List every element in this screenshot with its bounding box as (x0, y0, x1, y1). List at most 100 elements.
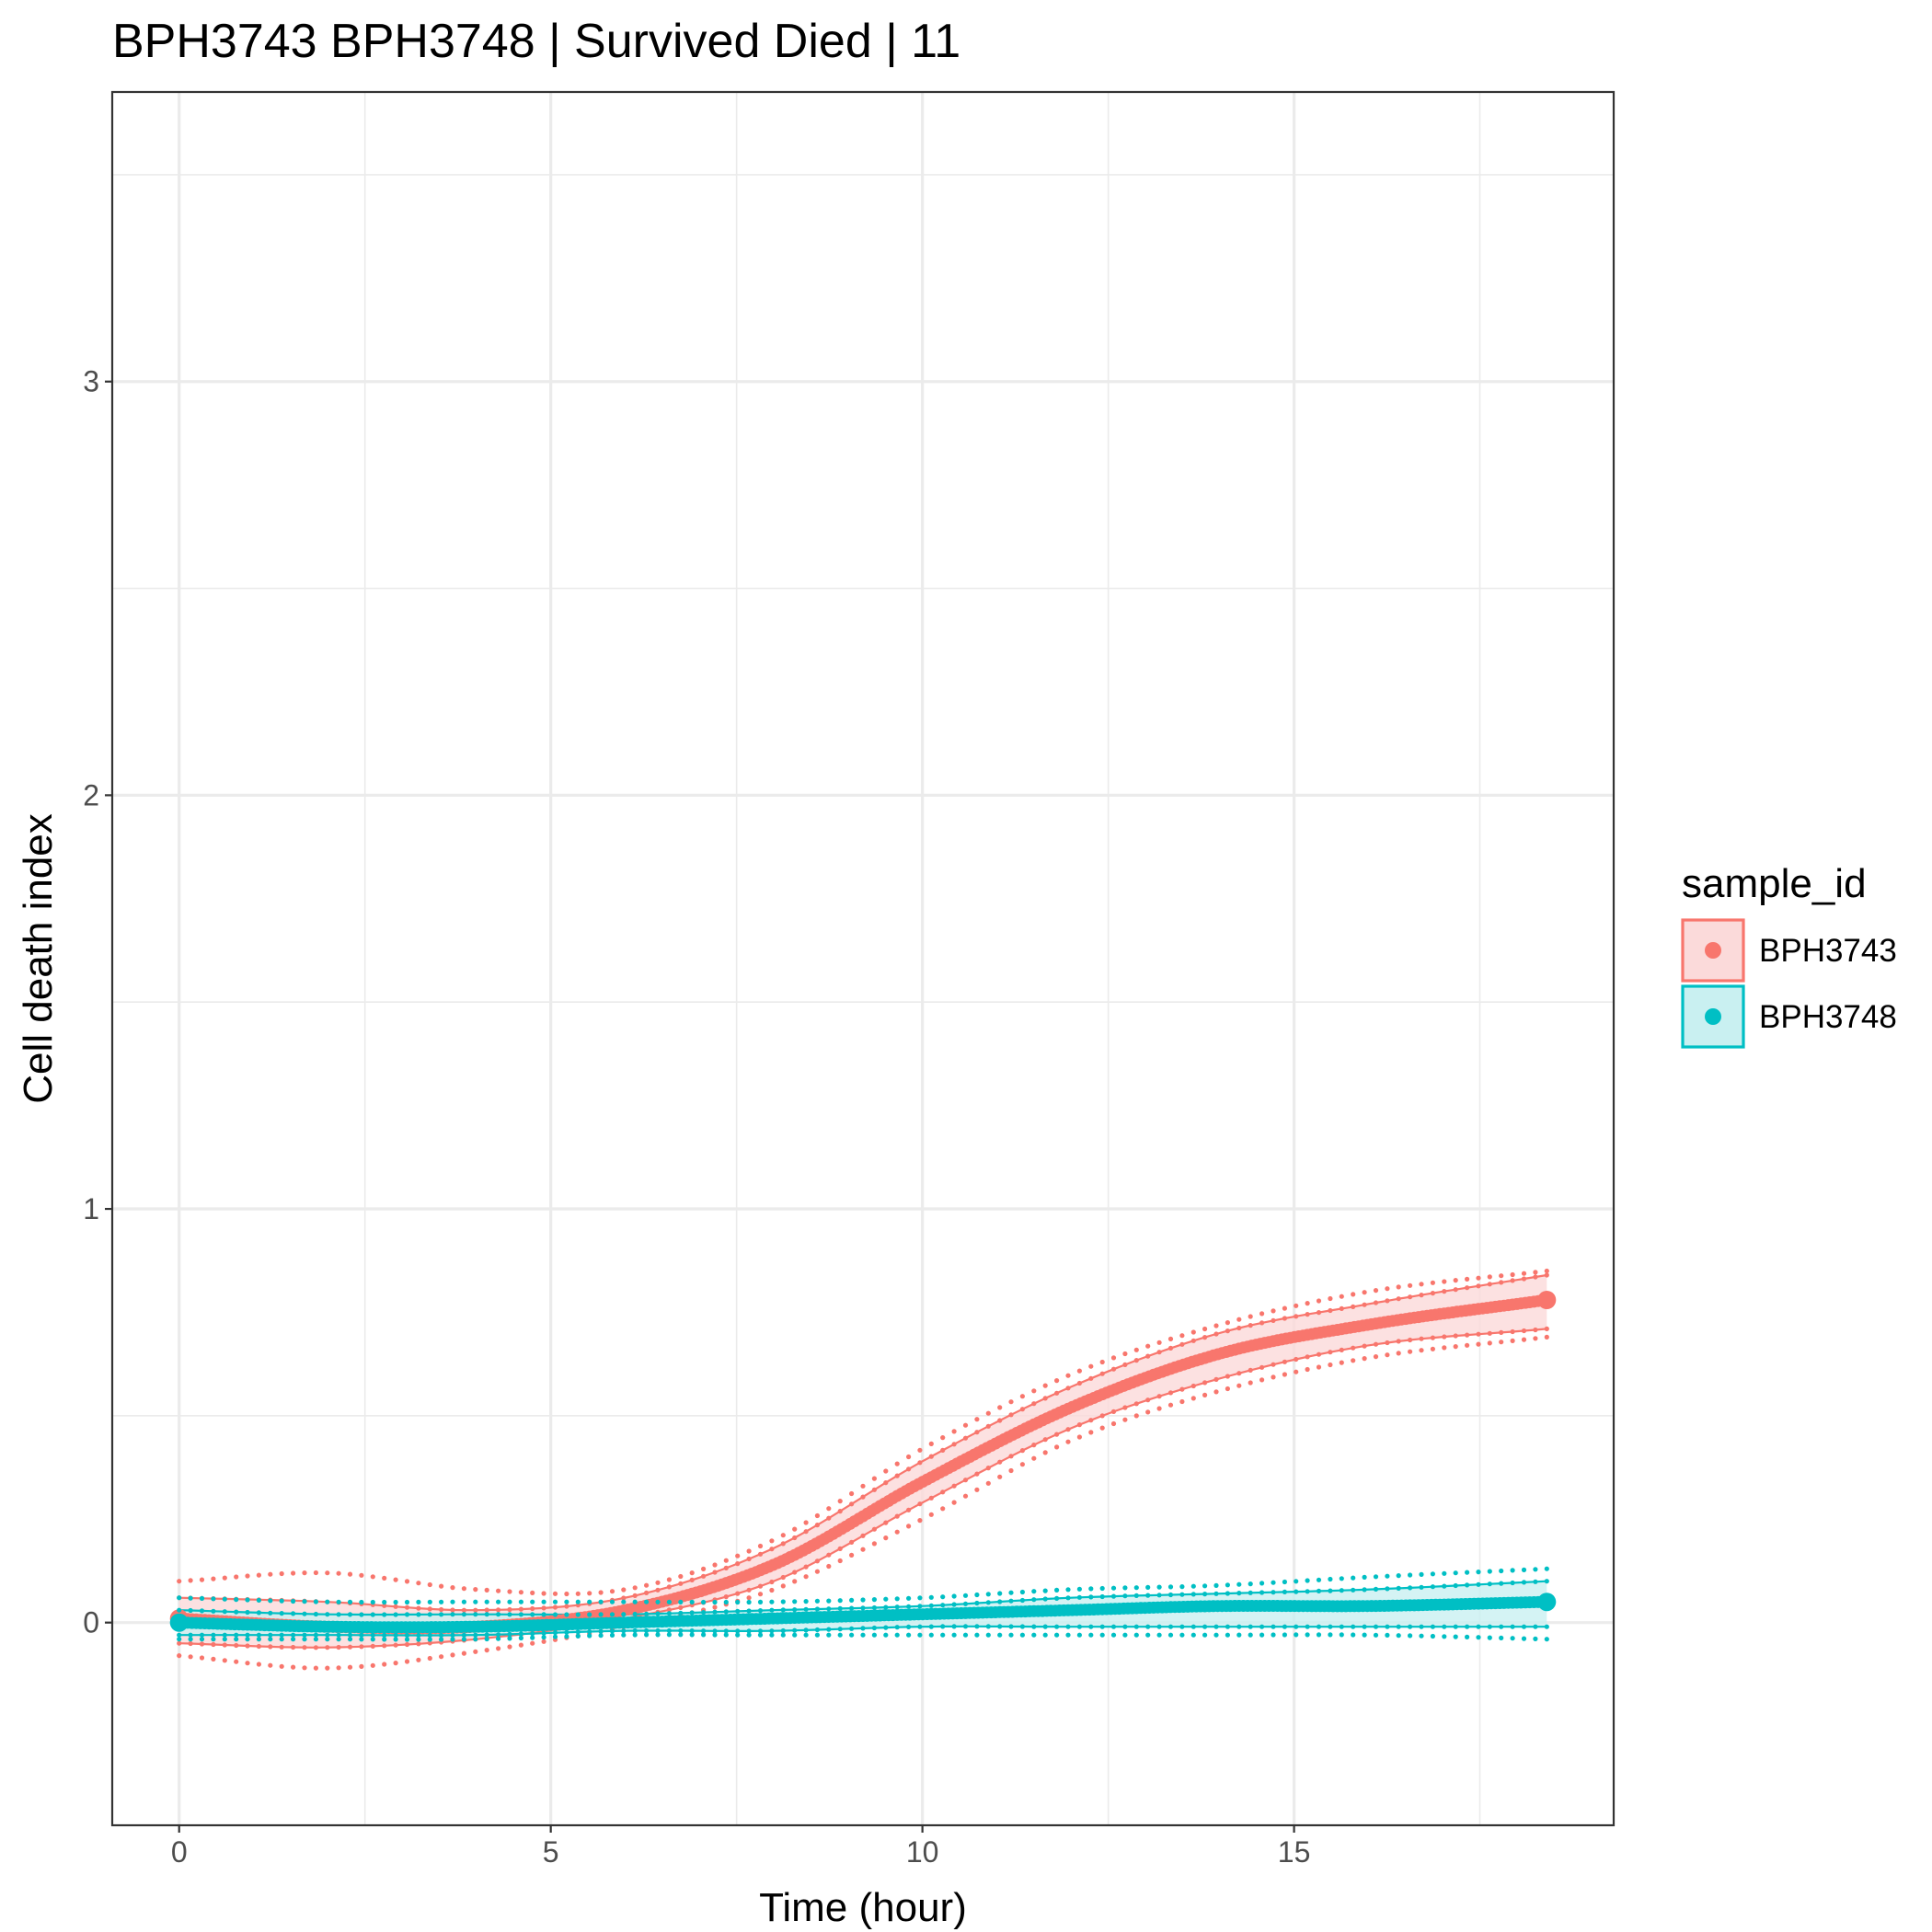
trace-point-bph3743 (883, 1480, 889, 1486)
trace-point-bph3748 (1453, 1634, 1458, 1639)
trace-point-bph3743 (359, 1663, 364, 1669)
trace-point-bph3748 (621, 1628, 627, 1634)
trace-point-bph3743 (1179, 1333, 1185, 1339)
trace-point-bph3748 (1430, 1571, 1435, 1577)
trace-point-bph3743 (1179, 1341, 1185, 1347)
trace-point-bph3743 (291, 1570, 296, 1576)
trace-point-bph3743 (780, 1583, 786, 1589)
trace-point-bph3748 (575, 1633, 581, 1639)
trace-point-bph3743 (666, 1584, 673, 1590)
trace-point-bph3743 (1042, 1450, 1048, 1455)
trace-point-bph3748 (484, 1636, 489, 1642)
legend-item-bph3748: BPH3748 (1681, 984, 1897, 1049)
trace-point-bph3748 (587, 1628, 592, 1635)
trace-point-bph3743 (1031, 1455, 1037, 1461)
trace-point-bph3743 (370, 1643, 375, 1649)
trace-point-bph3748 (211, 1596, 216, 1602)
trace-point-bph3748 (325, 1632, 330, 1638)
trace-point-bph3748 (849, 1626, 855, 1631)
trace-point-bph3743 (439, 1654, 444, 1660)
trace-point-bph3743 (199, 1655, 205, 1661)
trace-point-bph3743 (1213, 1389, 1219, 1395)
trace-point-bph3748 (1373, 1586, 1379, 1592)
trace-point-bph3748 (598, 1628, 604, 1634)
trace-point-bph3743 (1019, 1407, 1025, 1412)
trace-point-bph3748 (1373, 1624, 1379, 1629)
major-gridlines (112, 92, 1614, 1825)
trace-point-bph3743 (962, 1478, 969, 1483)
x-tick-label: 5 (543, 1835, 559, 1869)
trace-point-bph3743 (1259, 1377, 1265, 1383)
trace-point-bph3748 (1430, 1624, 1435, 1629)
trace-point-bph3748 (906, 1595, 912, 1601)
trace-point-bph3743 (928, 1512, 934, 1517)
trace-point-bph3748 (735, 1628, 741, 1634)
trace-point-bph3748 (1453, 1624, 1458, 1629)
trace-point-bph3743 (1054, 1390, 1060, 1396)
trace-point-bph3743 (1499, 1280, 1504, 1285)
trace-point-bph3743 (1179, 1386, 1185, 1392)
trace-point-bph3748 (666, 1599, 673, 1604)
trace-point-bph3743 (1236, 1371, 1242, 1376)
trace-point-bph3743 (746, 1556, 752, 1562)
trace-point-bph3743 (1259, 1320, 1265, 1326)
trace-point-bph3748 (883, 1604, 889, 1610)
trace-point-bph3748 (291, 1637, 296, 1642)
trace-point-bph3743 (1076, 1368, 1082, 1374)
trace-point-bph3743 (1305, 1301, 1310, 1306)
trace-point-bph3748 (1054, 1624, 1060, 1629)
trace-point-bph3743 (1145, 1397, 1151, 1403)
trace-point-bph3743 (1076, 1434, 1082, 1440)
trace-point-bph3743 (985, 1410, 991, 1416)
trace-point-bph3743 (1156, 1406, 1162, 1411)
trace-point-bph3748 (587, 1633, 592, 1639)
trace-point-bph3743 (279, 1570, 284, 1577)
trace-point-bph3743 (1521, 1276, 1527, 1282)
trace-point-bph3743 (336, 1644, 341, 1650)
trace-point-bph3743 (985, 1423, 991, 1429)
trace-point-bph3743 (1282, 1372, 1287, 1377)
trace-point-bph3743 (1362, 1356, 1367, 1362)
trace-point-bph3748 (1225, 1582, 1230, 1588)
trace-point-bph3748 (439, 1632, 444, 1639)
endpoint-bph3748 (169, 1613, 189, 1632)
trace-point-bph3748 (347, 1632, 353, 1638)
trace-point-bph3748 (461, 1612, 466, 1617)
trace-point-bph3748 (1179, 1584, 1185, 1590)
trace-point-bph3748 (199, 1608, 205, 1614)
trace-point-bph3743 (496, 1588, 501, 1593)
trace-point-bph3743 (1533, 1336, 1538, 1341)
trace-point-bph3748 (1156, 1632, 1162, 1638)
trace-point-bph3748 (1248, 1624, 1253, 1629)
trace-point-bph3748 (1099, 1585, 1105, 1592)
trace-point-bph3743 (1236, 1383, 1242, 1388)
trace-point-bph3748 (393, 1632, 398, 1638)
trace-point-bph3743 (268, 1662, 273, 1668)
trace-point-bph3743 (712, 1562, 718, 1568)
trace-point-bph3743 (1202, 1392, 1208, 1397)
trace-point-bph3743 (564, 1591, 569, 1597)
trace-point-bph3748 (780, 1632, 786, 1638)
trace-point-bph3748 (1510, 1580, 1515, 1586)
trace-point-bph3748 (757, 1599, 764, 1604)
trace-point-bph3748 (1271, 1624, 1276, 1629)
trace-point-bph3743 (917, 1447, 923, 1453)
trace-point-bph3748 (655, 1632, 661, 1638)
trace-point-bph3748 (1190, 1624, 1196, 1629)
trace-point-bph3748 (382, 1632, 387, 1638)
trace-point-bph3743 (450, 1652, 455, 1658)
trace-point-bph3748 (826, 1606, 832, 1612)
trace-point-bph3748 (177, 1637, 182, 1642)
trace-point-bph3743 (883, 1535, 889, 1541)
trace-point-bph3748 (655, 1599, 661, 1604)
trace-point-bph3743 (1328, 1295, 1333, 1302)
trace-point-bph3743 (1213, 1376, 1219, 1382)
trace-point-bph3748 (1419, 1571, 1424, 1577)
trace-point-bph3743 (1373, 1354, 1379, 1360)
trace-point-bph3743 (1110, 1366, 1117, 1372)
trace-point-bph3743 (427, 1581, 432, 1588)
trace-point-bph3743 (1305, 1312, 1310, 1317)
trace-point-bph3743 (666, 1577, 673, 1582)
trace-point-bph3748 (1031, 1597, 1037, 1603)
